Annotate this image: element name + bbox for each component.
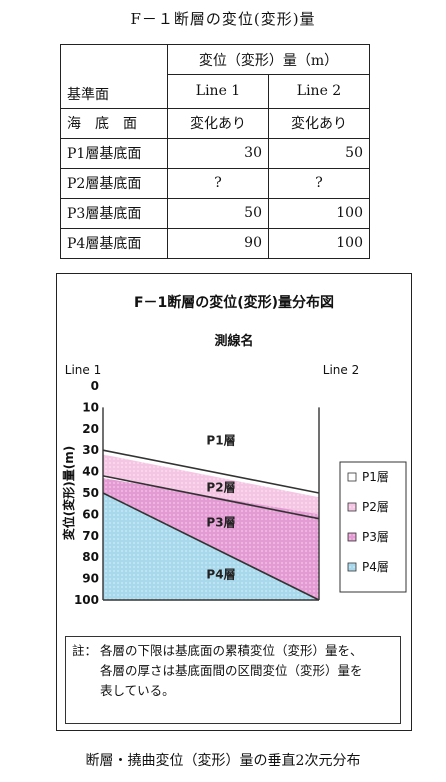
table-subheader-row: 基準面 Line 1 Line 2 (60, 74, 370, 109)
note-line: 各層の厚さは基底面間の区間変位（変形）量を (100, 663, 363, 678)
layer-area-1 (103, 407, 319, 493)
header-corner (60, 44, 168, 75)
cell-line2: 100 (268, 197, 370, 229)
y-tick-label: 40 (82, 465, 99, 479)
layer-label: P3層 (206, 515, 235, 529)
cell-line2: 50 (268, 137, 370, 169)
note-line: 表している。 (100, 683, 175, 698)
legend-label: P3層 (362, 530, 389, 544)
table-row: P1層基底面 30 50 (60, 137, 370, 169)
y-tick-label: 90 (82, 572, 99, 586)
note-line: 各層の下限は基底面の累積変位（変形）量を、 (100, 643, 363, 658)
row-label: 海 底 面 (60, 107, 168, 139)
legend-label: P4層 (362, 560, 389, 574)
y-tick-label: 70 (82, 529, 99, 543)
table-header-row: 変位（変形）量（m） (60, 44, 370, 75)
cell-line2: ? (268, 167, 370, 199)
layer-label: P1層 (206, 434, 235, 448)
legend-swatch (347, 472, 357, 482)
column-header-line2: Line 2 (268, 74, 370, 109)
y-tick-label: 60 (82, 507, 99, 521)
legend-label: P1層 (362, 470, 389, 484)
y-axis-title: 変位(変形)量(m) (61, 446, 76, 540)
y-tick-label: 50 (82, 486, 99, 500)
row-label: P4層基底面 (60, 227, 168, 259)
group-header: 変位（変形）量（m） (167, 44, 370, 75)
row-header-label: 基準面 (60, 74, 168, 109)
cell-line2: 変化あり (268, 107, 370, 139)
cell-line1: ? (167, 167, 269, 199)
layer-label: P4層 (206, 567, 235, 581)
cell-line1: 変化あり (167, 107, 269, 139)
y-tick-label: 80 (82, 550, 99, 564)
table-row: P2層基底面 ? ? (60, 167, 370, 199)
table-row: 海 底 面 変化あり 変化あり (60, 107, 370, 139)
y-tick-label: 20 (82, 422, 99, 436)
y-tick-label: 0 (91, 379, 99, 393)
y-tick-label: 30 (82, 443, 99, 457)
y-tick-label: 100 (74, 593, 99, 607)
legend-swatch (347, 562, 357, 572)
figure-caption: 断層・撓曲変位（変形）量の垂直2次元分布 (85, 753, 361, 769)
chart-title: F－1断層の変位(変形)量分布図 (133, 295, 335, 311)
column-header-line1: Line 1 (167, 74, 269, 109)
x-category-label: Line 1 (65, 363, 101, 377)
note-box: 註： 各層の下限は基底面の累積変位（変形）量を、 各層の厚さは基底面間の区間変位… (65, 636, 401, 724)
row-label: P2層基底面 (60, 167, 168, 199)
legend-label: P2層 (362, 500, 389, 514)
x-category-label: Line 2 (323, 363, 359, 377)
cell-line1: 50 (167, 197, 269, 229)
displacement-table: 変位（変形）量（m） 基準面 Line 1 Line 2 海 底 面 変化あり … (60, 44, 370, 259)
table-row: P4層基底面 90 100 (60, 227, 370, 259)
row-label: P1層基底面 (60, 137, 168, 169)
layer-label: P2層 (206, 481, 235, 495)
legend-swatch (347, 502, 357, 512)
x-axis-title: 測線名 (214, 334, 254, 349)
cell-line1: 90 (167, 227, 269, 259)
row-label: P3層基底面 (60, 197, 168, 229)
cell-line2: 100 (268, 227, 370, 259)
legend-swatch (347, 532, 357, 542)
layer-boundary-line (102, 475, 320, 520)
table-title: F－１断層の変位(変形)量 (130, 10, 316, 28)
layer-boundary-line (102, 492, 320, 601)
chart-frame: F－1断層の変位(変形)量分布図 測線名 P1層 P2層 P3層 P4層 0 10 20 3… (56, 273, 412, 731)
note-prefix: 註： (72, 643, 98, 658)
y-tick-label: 10 (82, 400, 99, 414)
layer-area-2 (103, 454, 319, 519)
table-row: P3層基底面 50 100 (60, 197, 370, 229)
cell-line1: 30 (167, 137, 269, 169)
layer-boundary-line (102, 449, 320, 494)
chart-svg: P1層 P2層 P3層 P4層 0 10 20 30 40 50 60 70 80 90 100 Line … (61, 363, 407, 607)
